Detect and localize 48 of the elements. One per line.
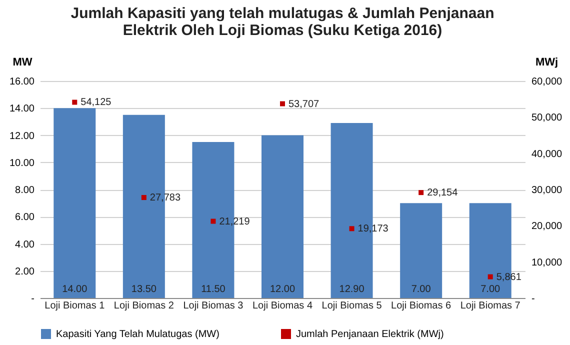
point xyxy=(210,218,216,224)
y-axis-title: MW xyxy=(12,56,33,68)
data-label: 14.00 xyxy=(62,284,88,295)
data-label: 12.00 xyxy=(270,284,296,295)
data-label: 11.50 xyxy=(201,284,226,295)
chart-title: Jumlah Kapasiti yang telah mulatugas & Jumlah Penjanaan Elektrik Oleh Loji Biomas (Suku Ketiga 2016) xyxy=(70,5,494,39)
data-label: 53,707 xyxy=(288,98,320,110)
data-label: 12.90 xyxy=(339,284,365,295)
y2-tick-label: 40,000 xyxy=(532,148,563,160)
y-tick-label: - xyxy=(31,294,34,304)
y2-tick-label: 30,000 xyxy=(532,185,563,196)
y-tick-label: 4.00 xyxy=(15,239,35,250)
y-tick-label: 14.00 xyxy=(9,104,35,115)
legend-label: Jumlah Penjanaan Elektrik (MWj) xyxy=(296,329,444,340)
x-tick-label: Loji Biomas 4 xyxy=(252,300,313,312)
y-tick-label: 10.00 xyxy=(9,158,35,169)
point xyxy=(418,190,424,196)
y2-axis-title: MWj xyxy=(536,56,558,68)
y-tick-label: 2.00 xyxy=(15,266,35,278)
data-label: 29,154 xyxy=(427,188,458,199)
x-tick-label: Loji Biomas 5 xyxy=(322,300,382,312)
y2-tick-label: 20,000 xyxy=(532,221,563,232)
x-tick-label: Loji Biomas 3 xyxy=(183,300,244,312)
data-label: 7.00 xyxy=(411,284,432,295)
x-tick-label: Loji Biomas 6 xyxy=(391,300,452,312)
legend-label: Kapasiti Yang Telah Mulatugas (MW) xyxy=(56,329,220,340)
bar xyxy=(262,135,304,298)
x-tick-label: Loji Biomas 7 xyxy=(460,300,521,312)
y-tick-label: 8.00 xyxy=(15,185,35,196)
bar xyxy=(400,203,442,298)
point xyxy=(488,274,493,280)
point xyxy=(72,100,78,105)
x-tick-label: Loji Biomas 1 xyxy=(44,300,106,312)
data-label: 54,125 xyxy=(80,97,112,108)
y2-tick-label: 60,000 xyxy=(532,76,563,88)
bar xyxy=(54,108,96,298)
point xyxy=(141,195,146,200)
y-tick-label: 6.00 xyxy=(15,212,35,224)
x-tick-label: Loji Biomas 2 xyxy=(114,300,174,312)
y-tick-label: 12.00 xyxy=(9,130,35,142)
y2-tick-label: 10,000 xyxy=(532,257,563,268)
y-tick-label: 16.00 xyxy=(9,76,35,88)
y2-tick-label: - xyxy=(532,294,535,304)
point xyxy=(280,101,285,106)
data-label: 7.00 xyxy=(480,284,501,295)
point xyxy=(349,226,354,232)
data-label: 13.50 xyxy=(131,284,157,295)
y2-tick-label: 50,000 xyxy=(532,112,563,124)
